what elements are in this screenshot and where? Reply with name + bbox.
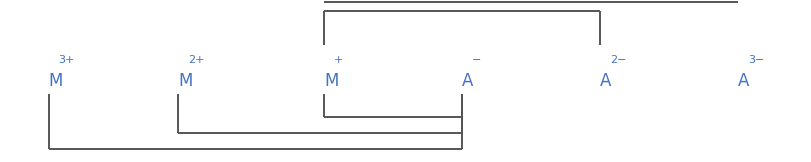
Text: A: A (600, 72, 611, 90)
Text: 3+: 3+ (58, 55, 75, 65)
Text: M: M (178, 72, 193, 90)
Text: 2−: 2− (610, 55, 626, 65)
Text: A: A (738, 72, 749, 90)
Text: +: + (334, 55, 344, 65)
Text: −: − (472, 55, 482, 65)
Text: 2+: 2+ (188, 55, 204, 65)
Text: 3−: 3− (748, 55, 764, 65)
Text: A: A (462, 72, 474, 90)
Text: M: M (49, 72, 63, 90)
Text: M: M (324, 72, 339, 90)
